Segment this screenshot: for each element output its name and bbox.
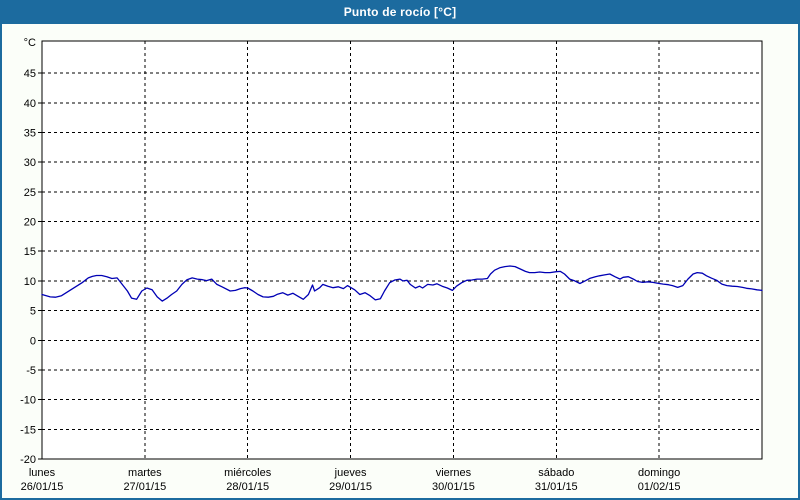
x-day-label: lunes bbox=[29, 467, 56, 479]
y-tick-label: 30 bbox=[24, 157, 36, 169]
dewpoint-line bbox=[41, 265, 763, 302]
plot-area bbox=[42, 41, 762, 459]
y-tick-label: 15 bbox=[24, 246, 36, 258]
x-day-label: jueves bbox=[334, 467, 367, 479]
x-day-label: martes bbox=[128, 467, 162, 479]
chart-title: Punto de rocío [°C] bbox=[343, 5, 457, 19]
y-tick-label: 5 bbox=[30, 306, 36, 318]
x-date-label: 28/01/15 bbox=[226, 481, 269, 493]
y-unit-label: °C bbox=[24, 37, 36, 49]
x-day-label: domingo bbox=[638, 467, 680, 479]
x-day-label: viernes bbox=[436, 467, 472, 479]
y-tick-label: -20 bbox=[20, 454, 36, 466]
y-tick-label: -10 bbox=[20, 395, 36, 407]
x-day-label: sábado bbox=[538, 467, 574, 479]
y-tick-label: 20 bbox=[24, 217, 36, 229]
x-date-label: 30/01/15 bbox=[432, 481, 475, 493]
y-tick-label: -15 bbox=[20, 424, 36, 436]
y-tick-label: 10 bbox=[24, 276, 36, 288]
y-tick-label: 25 bbox=[24, 187, 36, 199]
x-date-label: 26/01/15 bbox=[21, 481, 64, 493]
y-tick-label: 40 bbox=[24, 98, 36, 110]
y-tick-label: 45 bbox=[24, 68, 36, 80]
y-tick-label: -5 bbox=[26, 365, 36, 377]
chart-title-bar: Punto de rocío [°C] bbox=[2, 2, 798, 24]
x-date-label: 01/02/15 bbox=[638, 481, 681, 493]
x-day-label: miércoles bbox=[224, 467, 272, 479]
chart-frame bbox=[41, 40, 763, 460]
x-date-label: 29/01/15 bbox=[329, 481, 372, 493]
y-tick-label: 35 bbox=[24, 127, 36, 139]
y-tick-label: 0 bbox=[30, 335, 36, 347]
x-date-label: 31/01/15 bbox=[535, 481, 578, 493]
x-date-label: 27/01/15 bbox=[123, 481, 166, 493]
